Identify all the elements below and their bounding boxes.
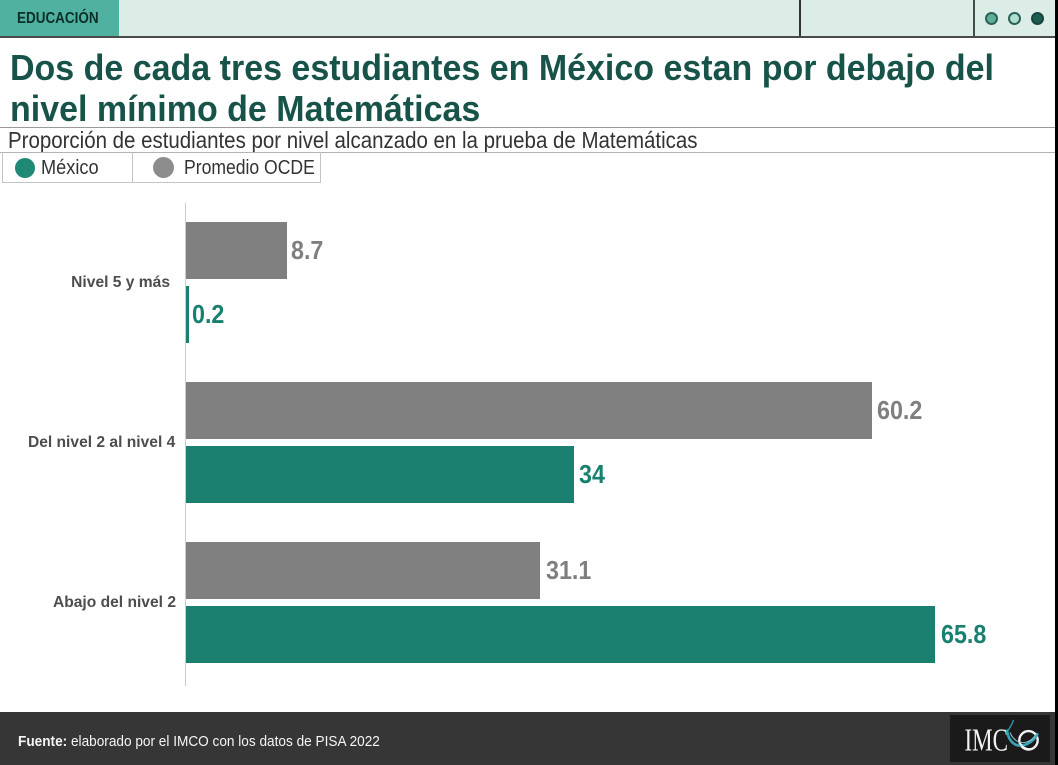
svg-text:IMC: IMC — [965, 722, 1009, 758]
